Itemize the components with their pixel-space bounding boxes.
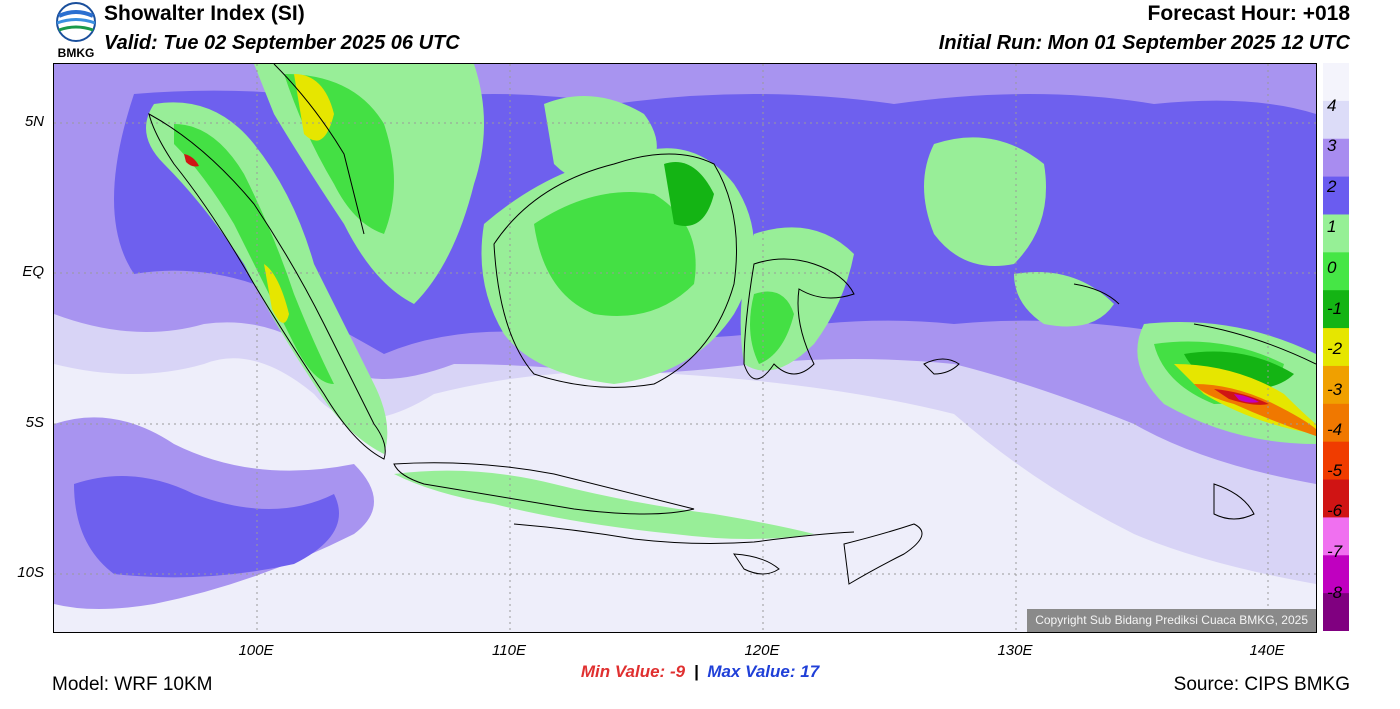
legend-label-m8: -8: [1327, 583, 1343, 602]
legend-swatch: [1323, 593, 1349, 631]
legend-label-2: 2: [1327, 177, 1337, 196]
maluku-outline: [923, 358, 960, 375]
lat-label-10s: 10S: [17, 564, 44, 581]
lat-label-5n: 5N: [24, 113, 44, 130]
coastlines: [148, 64, 1316, 585]
legend-label-3: 3: [1327, 136, 1337, 155]
legend-label-m4: -4: [1327, 420, 1343, 439]
lon-label-130e: 130E: [997, 642, 1033, 659]
region-papua-magenta: [1234, 394, 1259, 403]
region-aceh-red: [184, 154, 199, 167]
region-papua-orange: [1194, 384, 1316, 436]
legend-swatch: [1323, 176, 1349, 215]
lon-label-120e: 120E: [744, 642, 780, 659]
legend-swatch: [1323, 63, 1349, 102]
legend-colorbar: [1323, 63, 1349, 631]
region-sulawesi-unstable: [750, 291, 794, 364]
seram-outline: [1073, 283, 1120, 305]
java-outline: [393, 462, 695, 515]
sulawesi-outline: [743, 258, 855, 380]
papua-south-outline: [1213, 483, 1255, 520]
valid-time: Valid: Tue 02 September 2025 06 UTC: [104, 32, 460, 54]
max-value-label: Max Value:: [707, 662, 796, 681]
legend-label-4: 4: [1327, 96, 1337, 115]
legend-swatch: [1323, 328, 1349, 367]
nusa-tenggara-outline: [513, 523, 855, 544]
data-source: Source: CIPS BMKG: [1173, 674, 1350, 695]
legend-swatch: [1323, 555, 1349, 594]
sumba-outline: [733, 553, 780, 575]
lat-label-eq: EQ: [22, 263, 44, 280]
legend-swatch: [1323, 441, 1349, 481]
region-borneo-core: [664, 162, 714, 226]
timor-outline: [843, 523, 923, 585]
model-name: Model: WRF 10KM: [52, 674, 213, 695]
max-value: 17: [800, 662, 820, 681]
lon-label-140e: 140E: [1249, 642, 1285, 659]
forecast-map: Copyright Sub Bidang Prediksi Cuaca BMKG…: [53, 63, 1317, 633]
legend-swatch: [1323, 403, 1349, 443]
legend-swatch: [1323, 517, 1349, 556]
legend-label-m5: -5: [1327, 461, 1343, 480]
forecast-hour: Forecast Hour: +018: [1147, 2, 1351, 25]
sumatra-outline: [148, 113, 386, 460]
legend-swatch: [1323, 138, 1349, 178]
legend-swatch: [1323, 479, 1349, 518]
legend-swatch: [1323, 290, 1349, 329]
min-value-label: Min Value:: [580, 662, 666, 681]
borneo-outline: [493, 153, 737, 388]
region-sumatra-yellow: [264, 264, 289, 323]
map-svg: [54, 64, 1316, 632]
legend-label-1: 1: [1327, 217, 1337, 236]
graticule: [54, 64, 1316, 632]
region-east-moist: [1014, 272, 1114, 327]
region-north-borneo-moist: [544, 96, 657, 187]
lon-label-100e: 100E: [238, 642, 274, 659]
stats-separator: |: [693, 662, 699, 681]
legend-swatch: [1323, 214, 1349, 253]
legend-label-m6: -6: [1327, 501, 1343, 520]
papua-north-outline: [1193, 323, 1316, 365]
legend-swatch: [1323, 252, 1349, 291]
legend-label-m1: -1: [1327, 299, 1343, 318]
logo-text: BMKG: [58, 46, 95, 60]
legend-label-m7: -7: [1327, 542, 1343, 561]
legend-label-0: 0: [1327, 258, 1337, 277]
min-value: -9: [669, 662, 686, 681]
legend-swatch: [1323, 365, 1349, 405]
chart-title: Showalter Index (SI): [104, 2, 305, 25]
initial-run: Initial Run: Mon 01 September 2025 12 UT…: [938, 32, 1350, 54]
legend-label-m2: -2: [1327, 339, 1343, 358]
legend-swatch: [1323, 100, 1349, 140]
lon-label-110e: 110E: [492, 642, 526, 659]
value-range: Min Value: -9 | Max Value: 17: [0, 662, 1400, 682]
region-java-moist: [394, 470, 814, 539]
region-si-1to2-south: [74, 476, 339, 578]
malay-peninsula-outline: [273, 64, 365, 235]
lat-label-5s: 5S: [25, 414, 44, 431]
legend-label-m3: -3: [1327, 380, 1343, 399]
bmkg-logo: BMKG: [52, 2, 100, 60]
copyright-note: Copyright Sub Bidang Prediksi Cuaca BMKG…: [1027, 609, 1316, 632]
region-borneo-unstable: [534, 192, 696, 316]
region-sumatra-unstable: [174, 124, 334, 384]
